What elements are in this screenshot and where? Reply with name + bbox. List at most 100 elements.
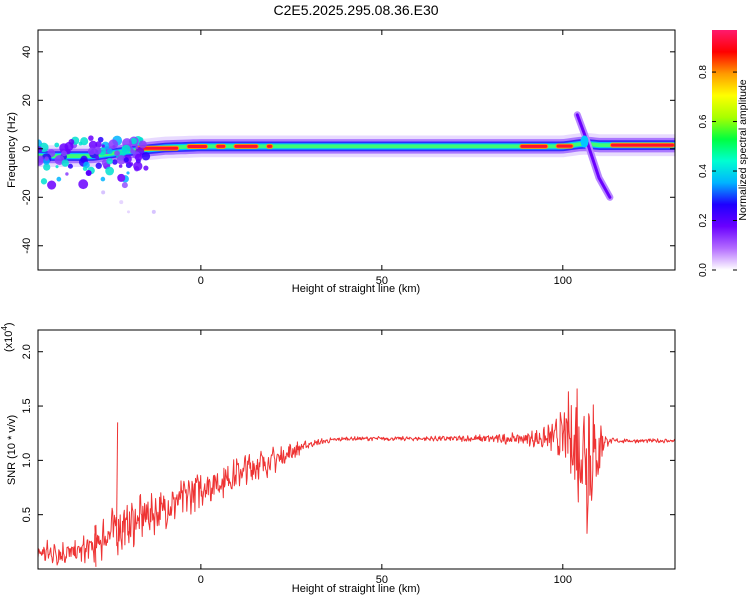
spectrogram-noise-blob	[61, 150, 67, 157]
spectrogram-noise-blob	[56, 176, 62, 182]
spectrogram-x-tick-label: 50	[376, 275, 388, 287]
spectrogram-noise-blob	[135, 145, 139, 150]
spectrogram-noise-blob	[106, 157, 113, 165]
colorbar-tick-label: 0.4	[698, 164, 709, 178]
spectrogram-noise-blob	[80, 137, 89, 146]
spectrogram-y-tick-label: 0	[21, 146, 33, 152]
spectrogram-peak	[187, 144, 208, 148]
spectrogram-noise-blob	[100, 176, 106, 182]
spectrogram-noise-blob	[121, 144, 131, 154]
snr-y-tick-label: 2.0	[21, 344, 33, 359]
snr-x-axis-label: Height of straight line (km)	[292, 583, 420, 595]
spectrogram-noise-blob	[130, 137, 137, 145]
spectrogram-noise-blob	[88, 140, 98, 150]
spectrogram-image	[38, 111, 675, 214]
spectrogram-noise-blob	[38, 146, 43, 153]
spectrogram-noise-blob	[119, 200, 124, 205]
spectrogram-noise-blob	[151, 209, 156, 214]
spectrogram-noise-blob	[101, 144, 105, 148]
chart-title: C2E5.2025.295.08.36.E30	[273, 2, 438, 18]
spectrogram-y-tick-label: 40	[21, 46, 33, 58]
colorbar-gradient	[712, 30, 737, 270]
spectrogram-noise-blob	[112, 159, 118, 165]
spectrogram-noise-blob	[126, 210, 130, 214]
colorbar: 0.0 0.2 0.4 0.6 0.8 Normalized spectral ampl…	[698, 30, 749, 277]
colorbar-label: Normalized spectral amplitude	[737, 79, 749, 220]
spectrogram-peak	[216, 144, 226, 148]
spectrogram-noise-blob	[88, 135, 94, 141]
colorbar-tick-label: 0.6	[698, 114, 709, 128]
spectrogram-noise-blob	[65, 172, 69, 176]
spectrogram-noise-blob	[38, 156, 44, 166]
spectrogram-peak	[136, 146, 179, 150]
spectrogram-noise-blob	[64, 141, 74, 151]
spectrogram-noise-blob	[95, 155, 100, 160]
spectrogram-noise-blob	[121, 182, 128, 189]
spectrogram-noise-blob	[93, 146, 102, 155]
spectrogram-noise-blob	[78, 179, 89, 190]
spectrogram-noise-blob	[106, 148, 113, 155]
spectrogram-y-tick-label: -40	[21, 238, 33, 254]
spectrogram-branch	[575, 113, 612, 199]
spectrogram-y-axis-label: Frequency (Hz)	[6, 112, 18, 188]
snr-y-tick-label: 0.5	[21, 507, 33, 522]
spectrogram-noise-blob	[61, 159, 69, 167]
snr-x-tick-label: 100	[554, 574, 572, 586]
spectrogram-peak	[556, 144, 573, 148]
spectrogram-noise-blob	[118, 164, 123, 168]
colorbar-tick-label: 0.2	[698, 213, 709, 227]
spectrogram-noise-blob	[133, 161, 143, 171]
snr-y-tick-label: 1.5	[21, 398, 33, 413]
spectrogram-frame	[37, 29, 676, 271]
spectrogram-noise-blob	[97, 136, 104, 143]
snr-series-line	[38, 388, 675, 566]
spectrogram-noise-blob	[117, 173, 126, 182]
spectrogram-peak	[267, 144, 273, 148]
spectrogram-peak	[234, 144, 258, 148]
spectrogram-noise-blob	[134, 153, 143, 162]
spectrogram-peak	[610, 143, 674, 147]
spectrogram-noise-blob	[43, 163, 51, 171]
snr-spike	[116, 422, 119, 526]
spectrogram-noise-blob	[95, 162, 102, 169]
spectrogram-noise-blob	[47, 180, 57, 190]
spectrogram-noise-blob	[126, 171, 130, 175]
spectrogram-noise-blob	[101, 141, 110, 150]
spectrogram-x-tick-label: 100	[554, 275, 572, 287]
snr-frame	[37, 329, 676, 570]
spectrogram-noise-blob	[114, 150, 120, 157]
spectrogram-noise-blob	[82, 166, 88, 171]
svg-text:(x104): (x104)	[0, 322, 15, 352]
spectrogram-peak	[520, 144, 548, 148]
spectrogram-branch-core	[580, 135, 589, 148]
spectrogram-noise-blob	[40, 178, 48, 185]
spectrogram-noise-blob	[54, 142, 60, 148]
snr-panel: 0 50 100 0.5 1.0 1.5 2.0 Height of straight li…	[0, 322, 676, 595]
spectrogram-x-tick-label: 0	[198, 275, 204, 287]
spectrogram-y-tick-label: -20	[21, 189, 33, 205]
spectrogram-noise-blob	[55, 165, 59, 169]
spectrogram-noise-blob	[87, 147, 96, 156]
spectrogram-noise-blob	[141, 152, 151, 161]
spectrogram-x-axis-label: Height of straight line (km)	[292, 283, 420, 295]
snr-y-axis-label: SNR (10 * v/v)	[6, 415, 18, 485]
snr-x-tick-label: 50	[376, 574, 388, 586]
spectrogram-noise-blob	[105, 166, 114, 176]
spectrogram-noise-blob	[44, 156, 49, 161]
spectrogram-noise-blob	[101, 190, 106, 195]
spectrogram-noise-blob	[67, 163, 73, 169]
spectrogram-noise-blob	[129, 162, 134, 167]
spectrogram-noise-blob	[108, 139, 119, 150]
spectrogram-noise-blob	[85, 170, 92, 177]
colorbar-tick-label: 0.8	[698, 65, 709, 79]
snr-x-tick-label: 0	[198, 574, 204, 586]
spectrogram-noise-blob	[123, 157, 129, 163]
spectrogram-noise-blob	[116, 155, 127, 165]
spectrogram-noise-blob	[143, 165, 149, 171]
snr-spike	[94, 525, 97, 567]
colorbar-tick-label: 0.0	[698, 263, 709, 277]
snr-y-tick-label: 1.0	[21, 453, 33, 468]
snr-y-scale-label: (x104)	[0, 322, 15, 352]
spectrogram-y-tick-label: 20	[21, 94, 33, 106]
spectrogram-panel: 0 50 100 -40 -20 0 20 40 Height of straight lin…	[6, 29, 676, 295]
